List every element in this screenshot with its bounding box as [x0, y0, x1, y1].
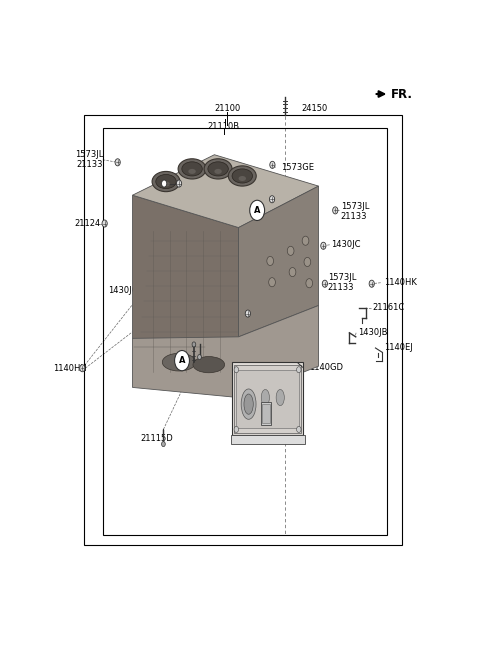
Circle shape — [245, 310, 251, 317]
Circle shape — [162, 442, 165, 447]
Text: 1573GE: 1573GE — [281, 194, 314, 204]
Polygon shape — [132, 306, 319, 397]
Ellipse shape — [241, 389, 256, 419]
Circle shape — [288, 246, 294, 256]
Text: 21114: 21114 — [173, 330, 199, 339]
Text: 1430JB: 1430JB — [358, 328, 387, 337]
Text: 21115E: 21115E — [167, 342, 199, 350]
Circle shape — [102, 220, 107, 227]
Ellipse shape — [188, 169, 196, 174]
Polygon shape — [132, 155, 319, 388]
Polygon shape — [132, 195, 239, 373]
Text: 1430JC: 1430JC — [264, 310, 293, 319]
Circle shape — [306, 279, 312, 288]
Text: 1430JC: 1430JC — [332, 240, 361, 249]
Ellipse shape — [152, 171, 180, 192]
Bar — [231, 435, 305, 444]
Circle shape — [297, 426, 301, 432]
Text: 21100: 21100 — [214, 104, 240, 113]
Circle shape — [322, 280, 327, 287]
Ellipse shape — [232, 169, 252, 183]
Text: 21115C: 21115C — [158, 353, 191, 361]
Circle shape — [302, 236, 309, 245]
Bar — [262, 404, 270, 423]
Ellipse shape — [178, 159, 206, 179]
Text: FR.: FR. — [391, 87, 413, 101]
Circle shape — [333, 207, 338, 214]
Polygon shape — [132, 155, 319, 227]
Text: 24150: 24150 — [302, 104, 328, 113]
Text: 1140HH: 1140HH — [54, 364, 87, 373]
Text: 1430JF: 1430JF — [203, 179, 232, 188]
Circle shape — [175, 350, 190, 371]
Circle shape — [234, 367, 239, 373]
Text: 1573JL
21133: 1573JL 21133 — [341, 202, 369, 221]
Text: A: A — [179, 356, 185, 365]
Circle shape — [304, 258, 311, 267]
Text: 1430JC: 1430JC — [108, 286, 138, 295]
Circle shape — [234, 426, 239, 432]
Circle shape — [289, 267, 296, 277]
Circle shape — [269, 196, 275, 203]
Text: 1573GE: 1573GE — [281, 163, 314, 172]
Text: 21115D: 21115D — [140, 434, 173, 443]
Text: 1573JL
21133: 1573JL 21133 — [75, 150, 104, 169]
Text: 1140EJ: 1140EJ — [384, 344, 412, 352]
Circle shape — [270, 162, 275, 168]
Text: 1140GD: 1140GD — [309, 363, 343, 372]
Polygon shape — [239, 186, 319, 337]
Circle shape — [198, 355, 202, 359]
Bar — [236, 370, 299, 428]
Ellipse shape — [204, 159, 232, 179]
Circle shape — [115, 159, 120, 166]
Text: 21161C: 21161C — [372, 303, 405, 312]
Circle shape — [250, 200, 264, 221]
Ellipse shape — [228, 166, 256, 186]
Ellipse shape — [276, 390, 284, 405]
Ellipse shape — [244, 394, 253, 415]
Text: 1140HK: 1140HK — [384, 278, 417, 287]
Ellipse shape — [156, 175, 176, 189]
Circle shape — [369, 280, 374, 287]
Text: 21124: 21124 — [75, 219, 101, 228]
Circle shape — [297, 367, 301, 373]
Circle shape — [267, 256, 274, 265]
Text: A: A — [254, 206, 261, 215]
Circle shape — [80, 365, 85, 372]
Ellipse shape — [162, 181, 170, 187]
Ellipse shape — [182, 162, 202, 176]
Bar — [232, 362, 302, 436]
Ellipse shape — [261, 390, 269, 405]
Ellipse shape — [215, 169, 222, 174]
Text: 1140FN: 1140FN — [283, 322, 315, 331]
Bar — [261, 402, 271, 425]
Ellipse shape — [208, 162, 228, 176]
Text: 21110B: 21110B — [208, 122, 240, 131]
Text: 25124D: 25124D — [176, 380, 208, 389]
Bar — [84, 115, 402, 545]
Circle shape — [162, 180, 167, 187]
Text: 1573JL
21133: 1573JL 21133 — [328, 273, 356, 292]
Circle shape — [177, 180, 181, 187]
Bar — [234, 365, 300, 433]
Ellipse shape — [162, 353, 196, 371]
Text: 21522C: 21522C — [236, 432, 268, 440]
Circle shape — [321, 242, 326, 249]
Text: 21119B: 21119B — [247, 394, 279, 403]
Circle shape — [192, 342, 196, 347]
Bar — [103, 128, 386, 535]
Ellipse shape — [193, 357, 225, 373]
Circle shape — [269, 278, 276, 286]
Ellipse shape — [239, 176, 246, 181]
